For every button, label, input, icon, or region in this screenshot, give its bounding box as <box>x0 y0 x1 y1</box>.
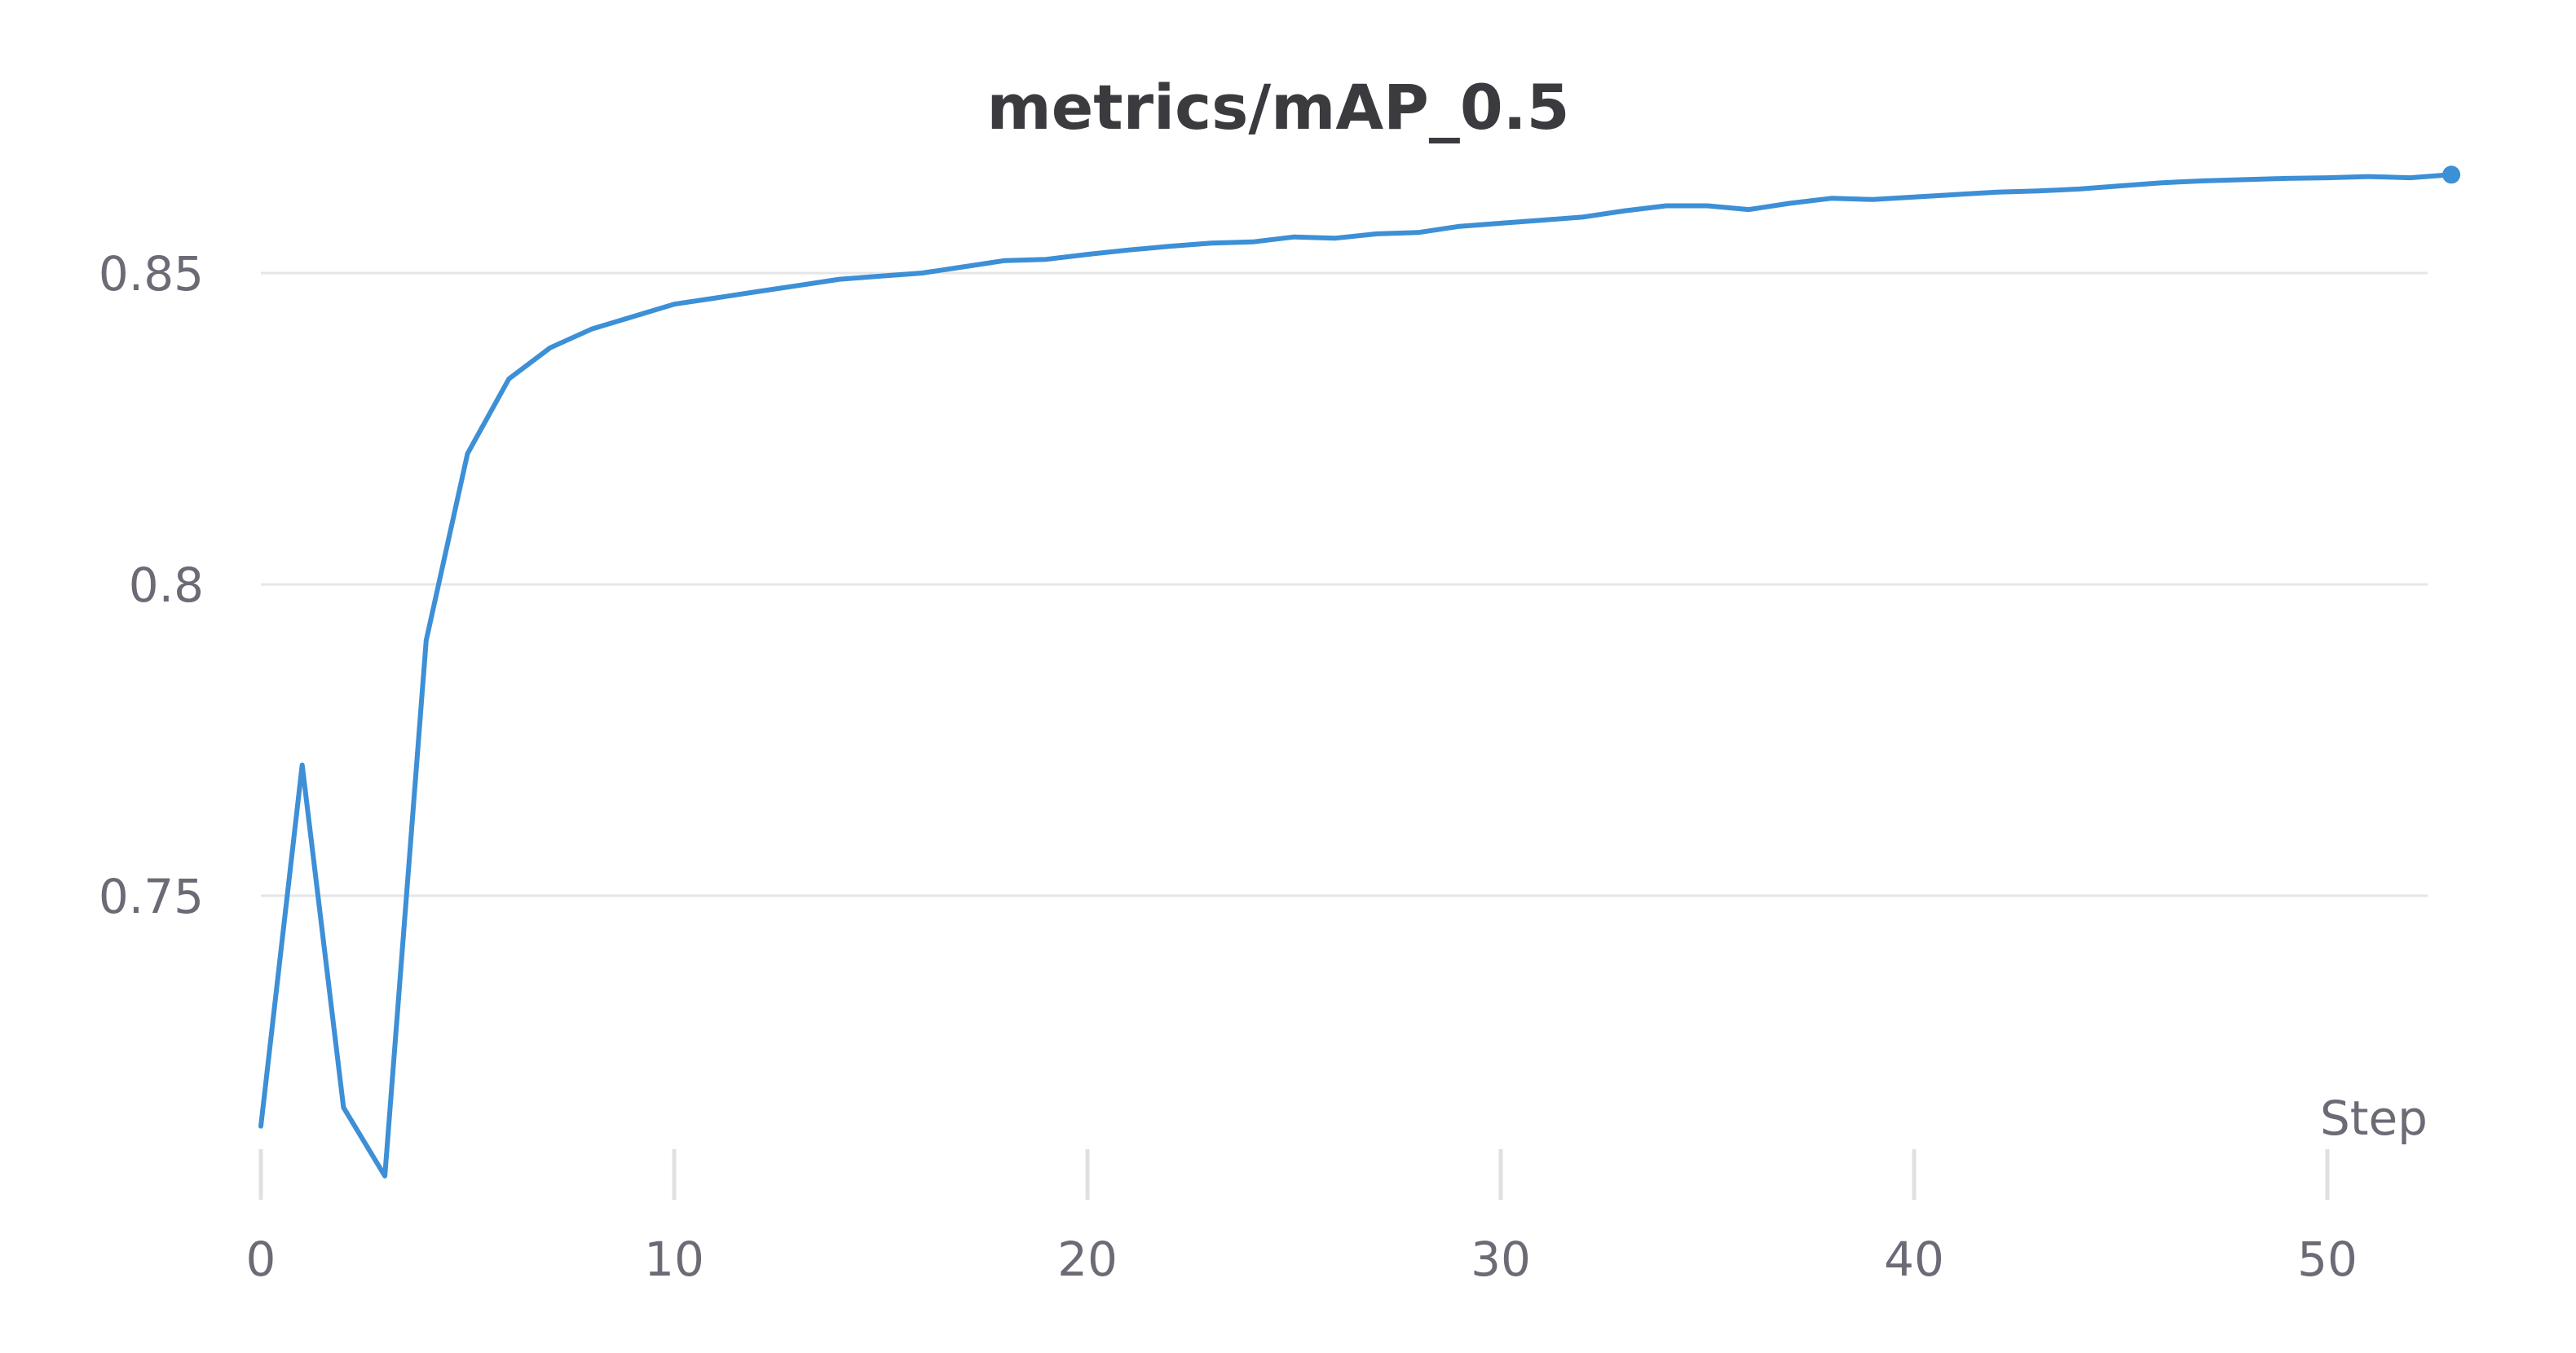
series-layer <box>258 165 2461 1179</box>
x-tick-label: 20 <box>1057 1232 1118 1287</box>
y-tick-label: 0.75 <box>99 869 204 924</box>
x-tick-label: 10 <box>644 1232 704 1287</box>
y-tick-label: 0.85 <box>99 246 204 302</box>
gridlines <box>261 271 2428 897</box>
chart-title: metrics/mAP_0.5 <box>987 71 1570 143</box>
x-tick-label: 40 <box>1884 1232 1944 1287</box>
x-axis-label: Step <box>2320 1091 2428 1146</box>
series-line <box>258 172 2455 1179</box>
last-point-marker <box>2442 165 2461 184</box>
y-tick-label: 0.8 <box>129 558 204 613</box>
x-axis-ticks: 0 10 20 30 40 50 <box>246 1149 2358 1287</box>
x-tick-label: 50 <box>2297 1232 2358 1287</box>
y-axis-ticks: 0.75 0.8 0.85 <box>99 246 204 924</box>
x-tick-label: 0 <box>246 1232 276 1287</box>
x-tick-label: 30 <box>1471 1232 1531 1287</box>
